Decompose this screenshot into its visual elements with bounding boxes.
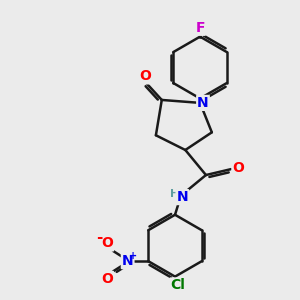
Text: +: + (129, 251, 137, 261)
Text: N: N (177, 190, 188, 204)
Text: O: O (101, 272, 113, 286)
Text: Cl: Cl (170, 278, 185, 292)
Text: O: O (140, 69, 152, 83)
Text: N: N (122, 254, 134, 268)
Text: O: O (232, 161, 244, 175)
Text: F: F (195, 21, 205, 35)
Text: N: N (197, 96, 209, 110)
Text: H: H (170, 189, 180, 199)
Text: O: O (101, 236, 113, 250)
Text: -: - (97, 230, 103, 245)
